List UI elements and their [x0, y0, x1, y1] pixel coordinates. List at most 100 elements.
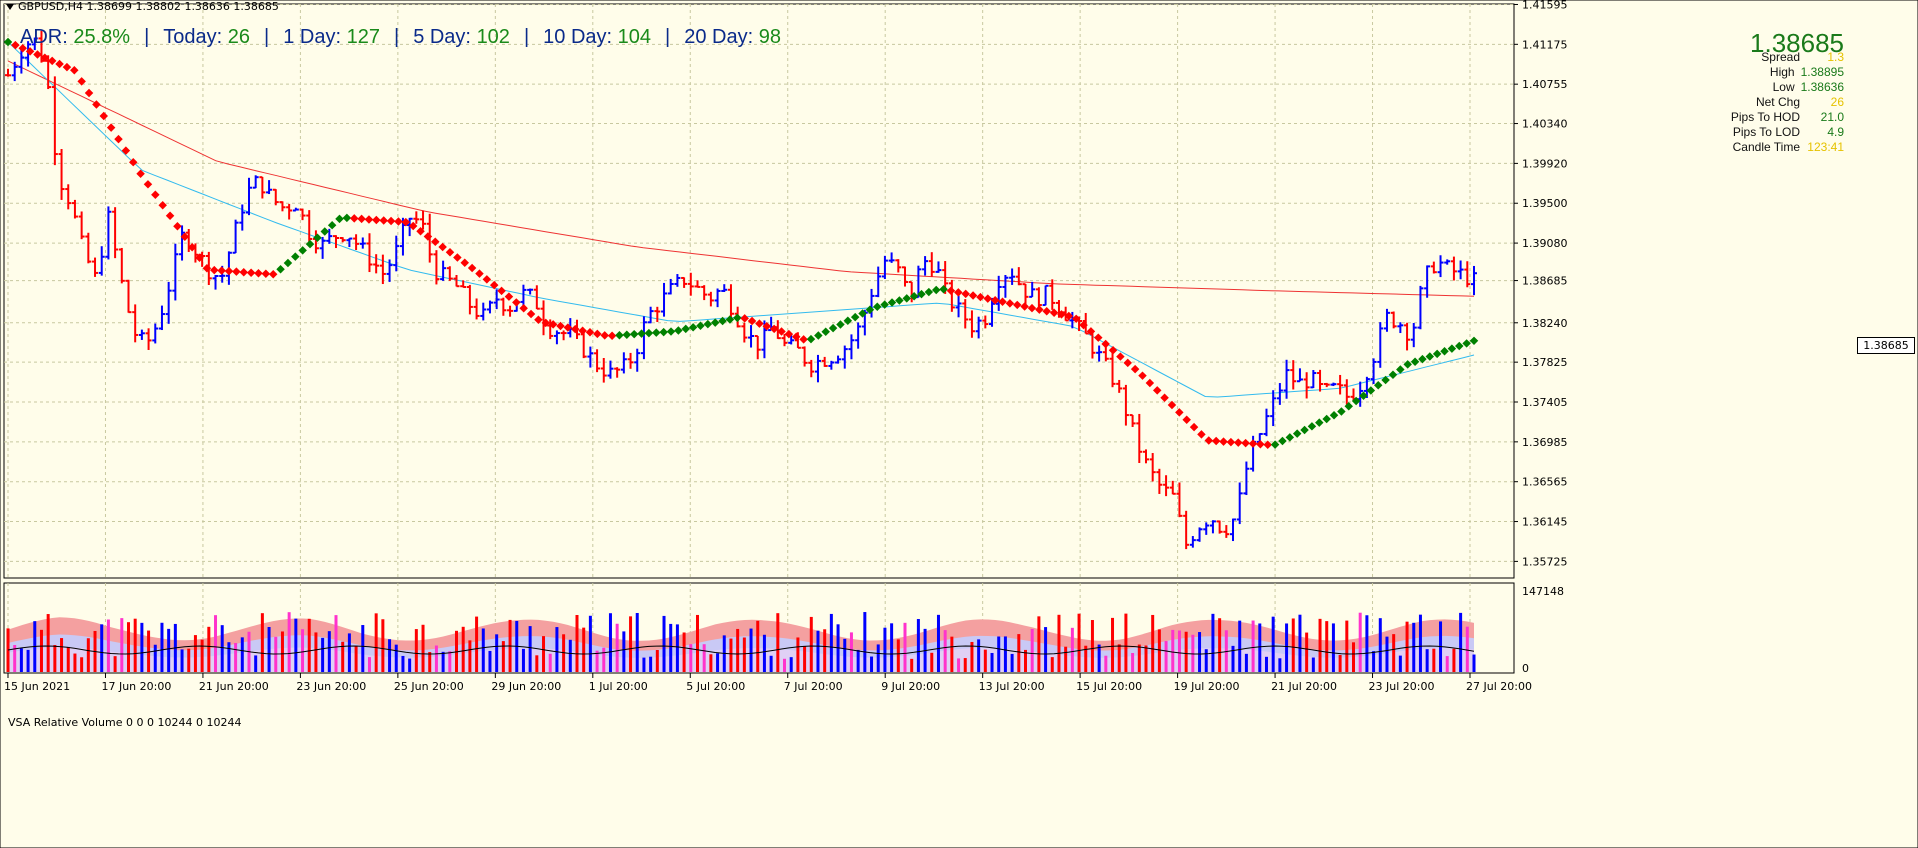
- trend-ma-dot: [291, 252, 300, 261]
- trend-ma-dot: [519, 303, 528, 313]
- trend-ma-dot: [408, 221, 418, 231]
- trend-ma-dot: [1359, 391, 1368, 400]
- trend-ma-dot: [593, 329, 602, 339]
- trend-ma-dot: [70, 66, 79, 75]
- stat-label: Candle Time: [1732, 140, 1800, 154]
- trend-ma-dot: [1248, 439, 1258, 448]
- trend-ma-dot: [195, 253, 204, 262]
- trend-ma-dot: [416, 227, 425, 236]
- trend-ma-dot: [246, 268, 256, 277]
- d1-value: 127: [346, 26, 380, 48]
- trend-ma-dot: [674, 326, 683, 335]
- trend-ma-dot: [305, 239, 315, 249]
- trend-ma-dot: [445, 248, 455, 257]
- trend-ma-dot: [998, 297, 1007, 307]
- d20-label: 20 Day:: [684, 26, 754, 48]
- trend-ma-dot: [423, 232, 433, 241]
- trend-ma-dot: [1049, 308, 1059, 318]
- y-tick-label: 1.38240: [1522, 317, 1568, 330]
- stat-value: 1.38895: [1800, 65, 1844, 79]
- trend-ma-dot: [1064, 311, 1074, 321]
- trend-ma-dot: [1292, 429, 1302, 438]
- trend-ma-dot: [637, 329, 646, 338]
- stat-value: 1.38636: [1800, 80, 1844, 94]
- x-tick-label: 25 Jun 20:00: [394, 680, 464, 693]
- trend-ma-dot: [873, 302, 882, 311]
- x-tick-label: 19 Jul 20:00: [1174, 680, 1240, 693]
- volume-bars: [6, 612, 1476, 672]
- trend-ma-dot: [939, 284, 948, 294]
- dropdown-arrow-icon[interactable]: [6, 4, 14, 10]
- y-tick-label: 1.36145: [1522, 516, 1568, 529]
- trend-ma-dot: [1366, 386, 1376, 395]
- trend-ma-dot: [843, 316, 853, 326]
- trend-ma-dot: [983, 294, 993, 303]
- trend-ma-dot: [1285, 433, 1295, 442]
- sma200-line: [7, 60, 1475, 297]
- x-tick-label: 15 Jul 20:00: [1076, 680, 1142, 693]
- trend-ma-dot: [1307, 422, 1317, 431]
- trend-ma-dot: [976, 292, 985, 302]
- trend-ma-dot: [961, 289, 970, 299]
- stat-label: Pips To LOD: [1732, 125, 1800, 139]
- trend-ma-dot: [585, 328, 595, 337]
- trend-ma-dot: [3, 37, 13, 47]
- trend-ma-dot: [379, 216, 388, 225]
- trend-ma-dot: [1351, 396, 1361, 406]
- trend-ma-dot: [202, 263, 212, 273]
- symbol-line: GBPUSD,H4 1.38699 1.38802 1.38636 1.3868…: [18, 0, 279, 13]
- trend-ma-dot: [335, 214, 344, 224]
- volume-band-low: [8, 647, 1474, 672]
- separator: |: [523, 26, 530, 48]
- sma200-path: [7, 60, 1475, 297]
- trend-ma-dot: [25, 47, 35, 56]
- d20-value: 98: [758, 26, 781, 48]
- candles: [5, 30, 1477, 550]
- trend-ma-dot: [1410, 357, 1420, 367]
- trend-ma-dot: [47, 56, 57, 66]
- trend-ma-dot: [1005, 299, 1015, 308]
- trend-ma-dot: [1027, 303, 1037, 313]
- trend-ma-dot: [217, 266, 226, 275]
- trend-ma-dot: [504, 292, 514, 301]
- x-tick-label: 29 Jun 20:00: [491, 680, 561, 693]
- stat-row: Candle Time 123:41: [1731, 140, 1844, 155]
- trend-ma-dot: [710, 318, 720, 327]
- y-tick-label: 1.40755: [1522, 78, 1568, 91]
- trend-ma-dot: [644, 328, 654, 338]
- trend-ma-dot: [151, 190, 160, 200]
- trend-ma-dot: [1035, 305, 1044, 314]
- separator: |: [665, 26, 671, 48]
- trend-ma-dot: [607, 331, 617, 340]
- trend-ma-dot: [747, 316, 757, 326]
- trend-ma-dot: [769, 324, 779, 334]
- trend-ma-dot: [865, 305, 875, 315]
- trend-ma-dot: [357, 214, 366, 224]
- x-tick-label: 13 Jul 20:00: [979, 680, 1045, 693]
- trend-ma-dot: [1425, 352, 1435, 361]
- trend-ma-dot: [1344, 402, 1354, 411]
- stat-row: Spread 1.3: [1731, 50, 1844, 65]
- trend-ma-dot: [1079, 320, 1088, 330]
- trend-ma-dot: [659, 327, 668, 337]
- x-tick-label: 15 Jun 2021: [4, 680, 70, 693]
- trend-ma-dot: [1123, 358, 1133, 368]
- trend-ma-dot: [887, 298, 897, 307]
- trend-ma-dot: [681, 324, 690, 334]
- y-tick-label: 1.36985: [1522, 436, 1568, 449]
- y-tick-label: 1.38685: [1522, 275, 1568, 288]
- trend-ma-dot: [1300, 425, 1309, 435]
- trend-ma-dot: [224, 266, 234, 276]
- trend-ma-dot: [62, 62, 72, 72]
- trend-ma-dot: [799, 335, 808, 344]
- volume-scale-min: 0: [1522, 662, 1529, 675]
- trend-ma-dot: [784, 329, 794, 339]
- trend-ma-dot: [541, 318, 551, 328]
- adr-panel: ADR: 25.8% | Today: 26 | 1 Day: 127 | 5 Day: 1…: [20, 26, 781, 49]
- trend-ma-dot: [534, 315, 543, 324]
- trend-ma-dot: [1432, 349, 1442, 359]
- trend-ma-dot: [136, 169, 145, 178]
- trend-ma-dot: [931, 285, 941, 295]
- y-tick-label: 1.35725: [1522, 555, 1568, 568]
- y-tick-label: 1.40340: [1522, 118, 1568, 131]
